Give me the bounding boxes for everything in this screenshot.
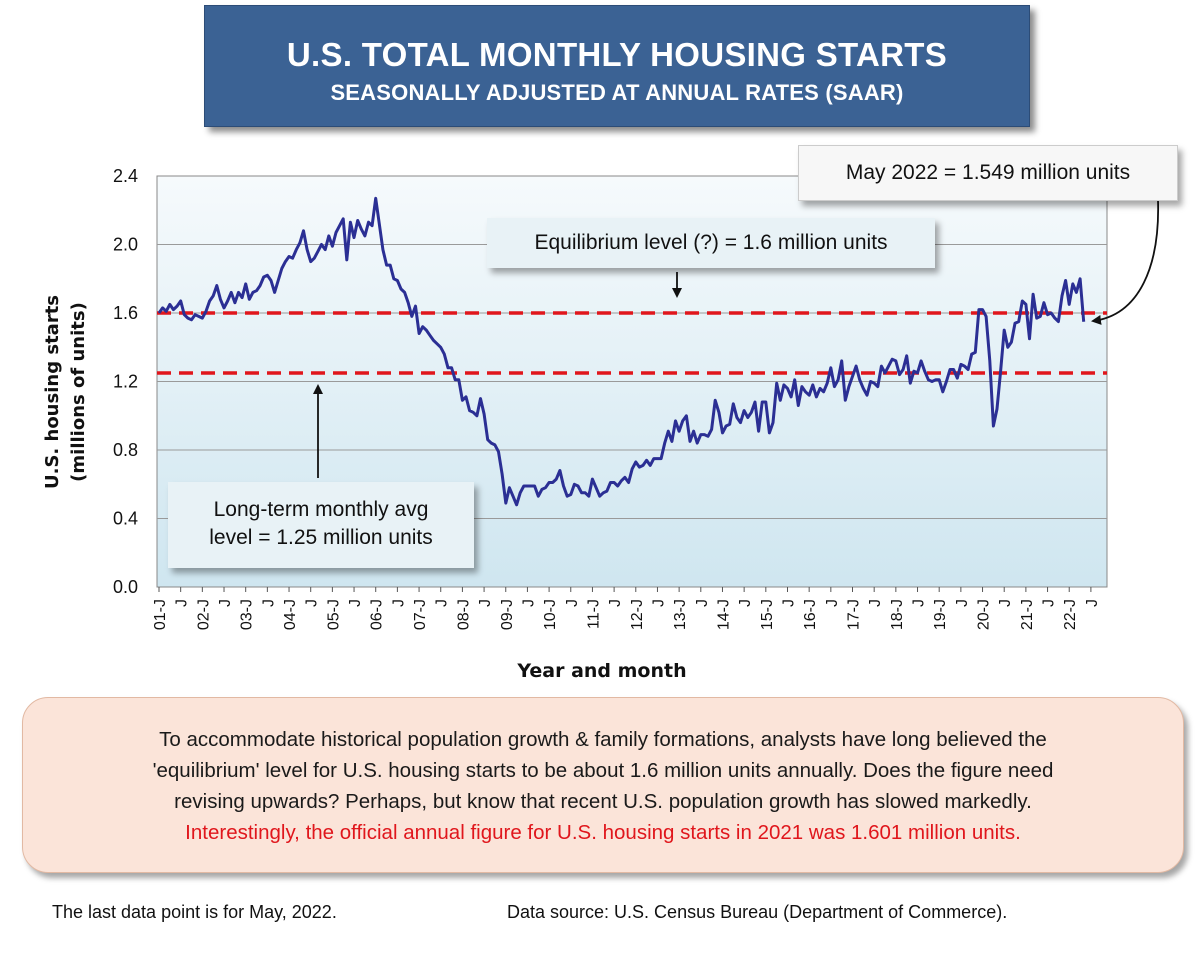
- x-tick-label: J: [390, 599, 407, 607]
- x-axis-label: Year and month: [516, 660, 686, 682]
- y-tick-label: 0.8: [113, 440, 138, 460]
- x-tick-label: J: [867, 599, 884, 607]
- x-tick-label: J: [477, 599, 494, 607]
- x-tick-label: J: [564, 599, 581, 607]
- commentary-line-2: 'equilibrium' level for U.S. housing sta…: [152, 759, 1054, 782]
- x-tick-label: 05-J: [325, 599, 342, 630]
- commentary-box: To accommodate historical population gro…: [22, 697, 1184, 873]
- y-tick-label: 0.0: [113, 577, 138, 597]
- x-tick-label: J: [607, 599, 624, 607]
- x-tick-label: J: [174, 599, 191, 607]
- x-tick-label: J: [954, 599, 971, 607]
- x-tick-label: 13-J: [672, 599, 689, 630]
- x-tick-label: J: [434, 599, 451, 607]
- latest-point-arrow: [1091, 199, 1159, 325]
- data-source-note: Data source: U.S. Census Bureau (Departm…: [507, 902, 1008, 922]
- x-tick-label: J: [1041, 599, 1058, 607]
- x-tick-label: J: [650, 599, 667, 607]
- x-tick-label: J: [997, 599, 1014, 607]
- longterm-text-line2: level = 1.25 million units: [209, 526, 433, 549]
- x-tick-label: 18-J: [889, 599, 906, 630]
- equilibrium-callout: Equilibrium level (?) = 1.6 million unit…: [487, 218, 935, 268]
- housing-starts-chart: 0.0 0.4 0.8 1.2 1.6 2.0 2.4 01-J J 02-J J 03-J J 04-…: [42, 166, 1159, 682]
- x-tick-label: J: [1084, 599, 1101, 607]
- x-tick-label: J: [737, 599, 754, 607]
- x-tick-label: 06-J: [369, 599, 386, 630]
- chart-title: U.S. TOTAL MONTHLY HOUSING STARTS: [286, 36, 948, 73]
- x-tick-label: J: [304, 599, 321, 607]
- x-tick-label: J: [694, 599, 711, 607]
- x-tick-label: 08-J: [455, 599, 472, 630]
- equilibrium-text: Equilibrium level (?) = 1.6 million unit…: [534, 231, 888, 254]
- x-tick-label: 21-J: [1019, 599, 1036, 630]
- y-tick-label: 2.0: [113, 235, 138, 255]
- x-tick-label: J: [824, 599, 841, 607]
- x-tick-label: 04-J: [282, 599, 299, 630]
- y-tick-label: 0.4: [113, 509, 138, 529]
- x-tick-label: J: [911, 599, 928, 607]
- x-tick-label: 22-J: [1062, 599, 1079, 630]
- x-tick-label: 16-J: [802, 599, 819, 630]
- x-tick-label: 15-J: [759, 599, 776, 630]
- x-tick-label: 03-J: [239, 599, 256, 630]
- x-tick-label: 19-J: [932, 599, 949, 630]
- x-tick-label: J: [260, 599, 277, 607]
- x-tick-label: 17-J: [846, 599, 863, 630]
- commentary-highlight: Interestingly, the official annual figur…: [185, 821, 1021, 844]
- x-tick-label: J: [520, 599, 537, 607]
- x-tick-label: 11-J: [585, 599, 602, 629]
- last-data-note: The last data point is for May, 2022.: [52, 902, 337, 922]
- y-axis-label: U.S. housing starts: [42, 295, 63, 489]
- y-tick-label: 2.4: [113, 166, 138, 186]
- chart-subtitle: SEASONALLY ADJUSTED AT ANNUAL RATES (SAA…: [330, 80, 904, 105]
- commentary-line-3: revising upwards? Perhaps, but know that…: [174, 790, 1032, 813]
- x-tick-label: 09-J: [499, 599, 516, 630]
- x-tick-label: 20-J: [976, 599, 993, 630]
- longterm-callout: Long-term monthly avg level = 1.25 milli…: [168, 482, 474, 568]
- y-tick-label: 1.6: [113, 303, 138, 323]
- commentary-line-1: To accommodate historical population gro…: [159, 728, 1047, 751]
- series-line: [157, 196, 1086, 507]
- x-tick-label: 12-J: [629, 599, 646, 630]
- longterm-text-line1: Long-term monthly avg: [213, 498, 429, 521]
- latest-value-callout: May 2022 = 1.549 million units: [798, 145, 1178, 201]
- x-tick-label: J: [780, 599, 797, 607]
- y-axis-label-units: (millions of units): [68, 302, 89, 482]
- x-tick-label: J: [347, 599, 364, 607]
- x-tick-label: J: [217, 599, 234, 607]
- x-tick-label: 14-J: [715, 599, 732, 630]
- x-tick-label: 10-J: [542, 599, 559, 630]
- y-tick-label: 1.2: [113, 372, 138, 392]
- latest-value-text: May 2022 = 1.549 million units: [845, 161, 1131, 184]
- x-tick-label: 01-J: [152, 599, 169, 630]
- x-tick-label: 02-J: [195, 599, 212, 630]
- x-tick-label: 07-J: [412, 599, 429, 630]
- title-banner: U.S. TOTAL MONTHLY HOUSING STARTS SEASON…: [204, 5, 1030, 127]
